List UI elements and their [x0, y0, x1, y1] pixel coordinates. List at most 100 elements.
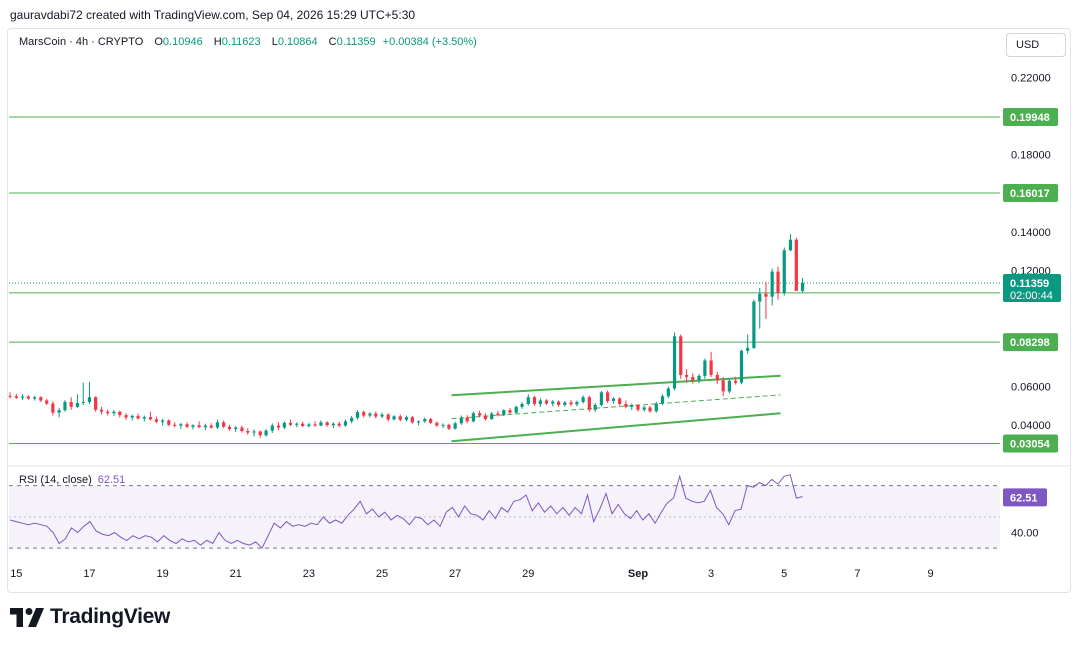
candle-body — [636, 404, 640, 410]
high-value: 0.11623 — [221, 36, 261, 48]
candle-body — [325, 422, 329, 426]
change-value: +0.00384 (+3.50%) — [382, 36, 477, 48]
candle-body — [94, 397, 98, 410]
candle-body — [800, 282, 805, 291]
candle-body — [459, 417, 463, 424]
time-tick-label: 3 — [708, 568, 714, 580]
candle-body — [319, 422, 323, 426]
candle-body — [118, 411, 122, 416]
candle-body — [514, 406, 518, 413]
price-tick-label: 0.06000 — [1011, 382, 1051, 394]
candle-body — [270, 425, 274, 431]
time-tick-label: 27 — [449, 568, 461, 580]
candle-body — [276, 425, 281, 428]
close-label: C — [328, 36, 337, 48]
candle-body — [727, 380, 731, 392]
candle-body — [45, 400, 49, 404]
level-price-label: 0.03054 — [1010, 438, 1051, 450]
candle-body — [794, 239, 798, 291]
candle-body — [654, 403, 658, 412]
candle-body — [752, 301, 756, 348]
rsi-tick-label: 40.00 — [1011, 528, 1039, 540]
candle-body — [179, 424, 183, 426]
candle-body — [69, 402, 73, 407]
tradingview-logo[interactable]: TradingView — [10, 604, 170, 630]
candle-body — [222, 422, 226, 427]
candle-body — [148, 417, 153, 420]
price-tick-label: 0.04000 — [1011, 420, 1051, 432]
time-tick-label: 15 — [10, 568, 22, 580]
candle-body — [39, 397, 43, 401]
candle-body — [764, 293, 768, 297]
tradingview-logo-text: TradingView — [50, 605, 171, 628]
candle-body — [435, 422, 439, 426]
candle-body — [423, 419, 427, 422]
attribution-text: gauravdabi72 created with TradingView.co… — [10, 8, 416, 22]
candle-body — [599, 392, 604, 405]
candle-body — [557, 401, 561, 405]
channel-lower-line — [451, 412, 781, 443]
candle-body — [465, 417, 469, 422]
candle-body — [453, 423, 457, 429]
candle-body — [392, 416, 396, 420]
open-value: 0.10946 — [162, 36, 203, 48]
low-value: 0.10864 — [277, 36, 318, 48]
candle-body — [404, 417, 409, 420]
candle-body — [112, 411, 116, 414]
candle-body — [374, 413, 378, 417]
candle-body — [526, 397, 530, 404]
symbol-label[interactable]: MarsCoin · 4h · CRYPTO — [19, 36, 144, 48]
candle-body — [739, 350, 744, 383]
time-tick-label: 17 — [83, 568, 95, 580]
candle-body — [532, 397, 537, 404]
price-tick-label: 0.18000 — [1011, 150, 1051, 162]
candle-body — [240, 427, 244, 432]
candle-body — [32, 397, 37, 399]
candle-body — [173, 424, 177, 426]
candle-body — [8, 395, 12, 397]
time-tick-label: 23 — [303, 568, 315, 580]
candle-body — [227, 426, 232, 430]
candle-body — [648, 407, 652, 412]
candle-body — [331, 423, 335, 426]
candle-body — [234, 427, 238, 430]
candle-body — [496, 413, 500, 416]
candle-body — [447, 424, 451, 429]
level-price-tag — [1003, 184, 1058, 203]
candle-body — [203, 425, 207, 428]
candle-body — [624, 403, 628, 407]
candle-body — [642, 407, 646, 410]
candle-body — [191, 425, 195, 427]
candle-body — [611, 398, 616, 402]
candle-body — [26, 396, 30, 399]
level-price-tag — [1003, 108, 1058, 127]
currency-button[interactable]: USD — [1006, 33, 1066, 57]
candle-body — [282, 422, 286, 428]
high-label: H — [213, 36, 222, 48]
candle-body — [380, 414, 384, 417]
bar-countdown-label: 02:00:44 — [1010, 290, 1053, 302]
candle-body — [697, 375, 701, 381]
price-tick-label: 0.22000 — [1011, 72, 1051, 84]
candle-body — [252, 431, 256, 433]
candle-body — [288, 422, 293, 425]
candle-body — [209, 425, 213, 428]
candle-body — [679, 336, 683, 375]
candle-body — [776, 271, 780, 293]
candle-body — [301, 423, 305, 426]
candle-body — [398, 416, 402, 420]
candle-body — [544, 400, 549, 404]
low-label: L — [271, 36, 278, 48]
candle-body — [87, 397, 92, 403]
candle-body — [593, 404, 597, 410]
candle-body — [563, 402, 567, 405]
candle-body — [551, 401, 555, 404]
candle-body — [672, 336, 677, 389]
channel-mid-line — [451, 394, 781, 420]
candle-body — [136, 415, 140, 419]
candle-body — [581, 397, 585, 403]
time-tick-label: 19 — [156, 568, 168, 580]
rsi-label[interactable]: RSI (14, close) — [19, 474, 92, 486]
